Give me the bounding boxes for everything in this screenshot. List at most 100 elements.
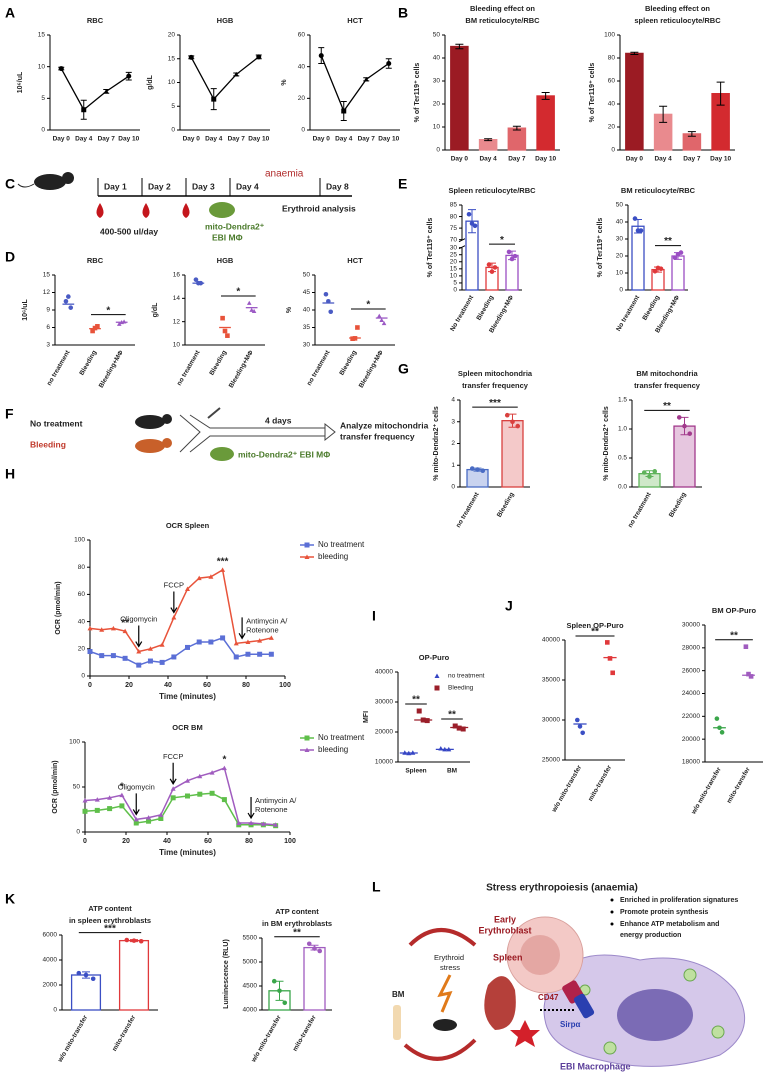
chart-title: BM mitochondria (636, 369, 698, 378)
y-tick-label: 60 (78, 591, 86, 598)
chart-title: Bleeding effect on (470, 4, 535, 13)
marker (682, 423, 687, 429)
y-tick-label: 40 (616, 219, 624, 226)
cell-label: mito-Dendra2⁺ (205, 221, 265, 231)
marker (185, 778, 190, 783)
marker (652, 269, 658, 274)
y-tick-label: 20 (168, 32, 176, 39)
x-tick-label: 40 (164, 682, 172, 689)
y-tick-label: 5 (453, 280, 457, 287)
x-tick-label: BM (447, 768, 457, 775)
chart-title: in BM erythroblasts (262, 919, 332, 928)
y-tick-label: 1.0 (618, 426, 627, 433)
mitochondrion (683, 968, 697, 982)
y-tick-label: 5000 (243, 959, 258, 966)
marker (208, 574, 214, 579)
marker (94, 807, 100, 813)
marker (225, 333, 230, 338)
significance-label: ** (591, 627, 599, 638)
ligand-label: CD47 (538, 993, 559, 1002)
marker (222, 328, 228, 334)
marker (486, 262, 492, 267)
y-tick-label: 0 (301, 127, 305, 134)
marker (575, 717, 580, 723)
marker (466, 211, 472, 217)
marker (318, 53, 324, 59)
arrow-head (324, 422, 336, 442)
marker (257, 638, 263, 643)
marker (416, 708, 422, 714)
marker (245, 651, 251, 657)
treatment-label: Rotenone (246, 625, 279, 634)
error-bar (659, 105, 668, 123)
significance-label: *** (104, 923, 116, 934)
marker (193, 277, 199, 282)
cell-label: EBI Macrophage (560, 1061, 631, 1071)
marker (350, 336, 355, 341)
y-tick-label: 50 (433, 32, 441, 39)
marker (159, 642, 165, 647)
y-axis-label: % (286, 306, 293, 313)
y-axis-label: % of Ter119⁺ cells (427, 218, 434, 278)
x-tick-label: Day 0 (53, 136, 71, 143)
marker (647, 474, 652, 479)
marker (138, 938, 144, 944)
marker (304, 542, 310, 548)
marker (509, 256, 515, 262)
marker (221, 797, 227, 803)
treatment-label: Antimycin A/ (255, 796, 297, 805)
marker (379, 317, 384, 322)
marker (188, 54, 194, 60)
y-tick-label: 80 (450, 213, 458, 220)
y-axis-label: 10⁶/uL (17, 71, 24, 93)
marker (402, 750, 408, 755)
marker (312, 946, 317, 951)
x-tick-label: Bleeding (641, 294, 661, 321)
marker (185, 586, 190, 591)
marker (717, 725, 722, 731)
mitochondrion (711, 1025, 725, 1039)
x-tick-label: w/o mito-transfer (56, 1014, 89, 1064)
marker (355, 325, 360, 330)
panel-label: J (505, 598, 513, 614)
marker (363, 76, 369, 82)
y-axis-label: % of Ter119⁺ cells (414, 63, 421, 123)
treatment-arrow (132, 793, 140, 816)
y-axis-label: g/dL (152, 302, 159, 317)
legend-label: bleeding (318, 552, 348, 561)
x-tick-label: 0 (83, 838, 87, 845)
marker (246, 300, 252, 305)
organ-label: BM (392, 990, 405, 999)
marker (197, 791, 203, 797)
x-tick-label: Day 7 (358, 136, 376, 143)
bar (631, 225, 645, 291)
y-tick-label: 18000 (682, 759, 700, 766)
significance-label: * (366, 300, 370, 311)
y-tick-label: 6 (46, 324, 50, 331)
y-tick-label: 35000 (542, 677, 560, 684)
marker (341, 108, 347, 114)
marker (249, 307, 254, 312)
y-tick-label: 40 (433, 55, 441, 62)
group-label: Bleeding (30, 439, 66, 449)
y-tick-label: 20 (78, 646, 86, 653)
legend-label: No treatment (318, 540, 365, 549)
marker (273, 822, 279, 827)
series-line (320, 55, 390, 113)
marker (87, 649, 93, 655)
x-tick-label: Bleeding (78, 349, 98, 376)
marker (472, 223, 478, 229)
significance-label: ** (121, 618, 129, 629)
marker (58, 66, 64, 72)
y-tick-label: 30 (433, 78, 441, 85)
x-tick-label: 100 (279, 682, 291, 689)
chart-title: transfer frequency (634, 381, 701, 390)
x-tick-label: Day 0 (626, 156, 644, 163)
y-tick-label: 10 (433, 124, 441, 131)
chart-title: in spleen erythroblasts (69, 916, 151, 925)
y-tick-label: 0.0 (618, 484, 627, 491)
marker (122, 628, 128, 634)
marker (233, 640, 239, 646)
marker (328, 309, 334, 315)
y-tick-label: 100 (74, 537, 85, 544)
